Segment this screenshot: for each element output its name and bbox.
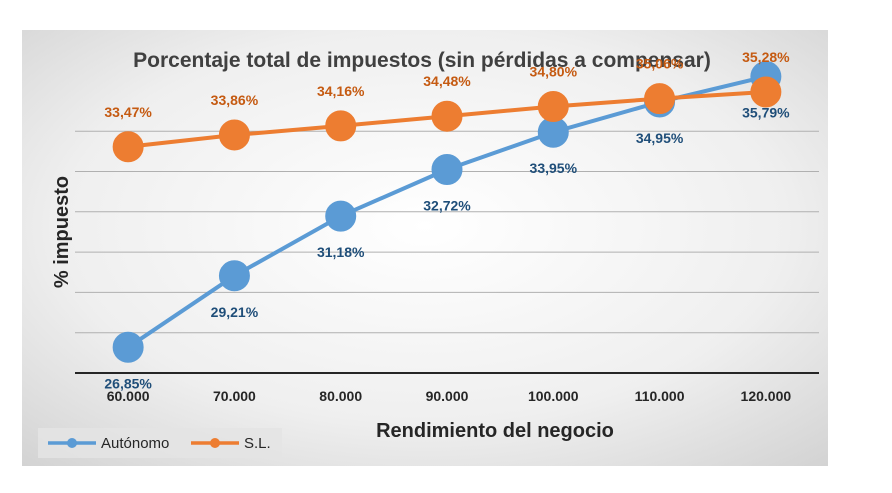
data-point-autonomo	[325, 200, 357, 232]
legend-marker-autonomo	[67, 438, 77, 448]
data-label-autonomo: 32,72%	[423, 198, 471, 214]
legend-marker-sl	[210, 438, 220, 448]
data-point-sl	[644, 83, 676, 115]
x-tick-labels: 60.000 70.000 80.000 90.000 100.000 110.000 12…	[107, 388, 792, 404]
chart-background	[22, 30, 828, 466]
legend-entry-sl: S.L.	[191, 435, 271, 452]
x-tick-label: 70.000	[213, 388, 256, 404]
data-label-sl: 34,48%	[423, 73, 471, 89]
data-point-autonomo	[431, 153, 463, 185]
legend-label-autonomo: Autónomo	[101, 435, 169, 452]
legend-entry-autonomo: Autónomo	[48, 435, 169, 452]
data-label-autonomo: 29,21%	[211, 304, 259, 320]
data-point-sl	[431, 100, 463, 132]
x-tick-label: 60.000	[107, 388, 150, 404]
legend-label-sl: S.L.	[244, 435, 271, 452]
data-label-autonomo: 31,18%	[317, 244, 365, 260]
data-point-sl	[537, 91, 569, 123]
data-point-sl	[112, 131, 144, 163]
data-labels: 26,85% 29,21% 31,18% 32,72% 33,95% 34,95% 35,7…	[104, 49, 790, 391]
data-label-sl: 33,47%	[104, 104, 152, 120]
chart-title: Porcentaje total de impuestos (sin pérdi…	[133, 49, 711, 72]
x-tick-label: 90.000	[426, 388, 469, 404]
data-point-sl	[750, 76, 782, 108]
x-axis-title: Rendimiento del negocio	[376, 420, 614, 442]
x-tick-label: 80.000	[319, 388, 362, 404]
y-axis-title: % impuesto	[51, 176, 73, 288]
data-label-sl: 34,80%	[530, 64, 578, 80]
data-label-autonomo: 33,95%	[530, 160, 578, 176]
data-label-autonomo: 35,79%	[742, 105, 790, 121]
x-tick-label: 120.000	[741, 388, 792, 404]
x-tick-label: 110.000	[635, 388, 685, 404]
data-label-autonomo: 34,95%	[636, 130, 684, 146]
legend: Autónomo S.L.	[38, 428, 282, 458]
data-point-autonomo	[218, 260, 250, 292]
data-point-sl	[218, 119, 250, 151]
data-point-sl	[325, 110, 357, 142]
data-label-autonomo: 26,85%	[104, 375, 152, 391]
data-point-autonomo	[112, 331, 144, 363]
data-label-sl: 33,86%	[211, 92, 259, 108]
series-sl	[112, 76, 782, 163]
data-label-sl: 34,16%	[317, 83, 365, 99]
x-tick-label: 100.000	[528, 388, 579, 404]
data-label-sl: 35,28%	[742, 49, 790, 65]
series-layer	[112, 61, 782, 363]
data-label-sl: 35,06%	[636, 56, 684, 72]
